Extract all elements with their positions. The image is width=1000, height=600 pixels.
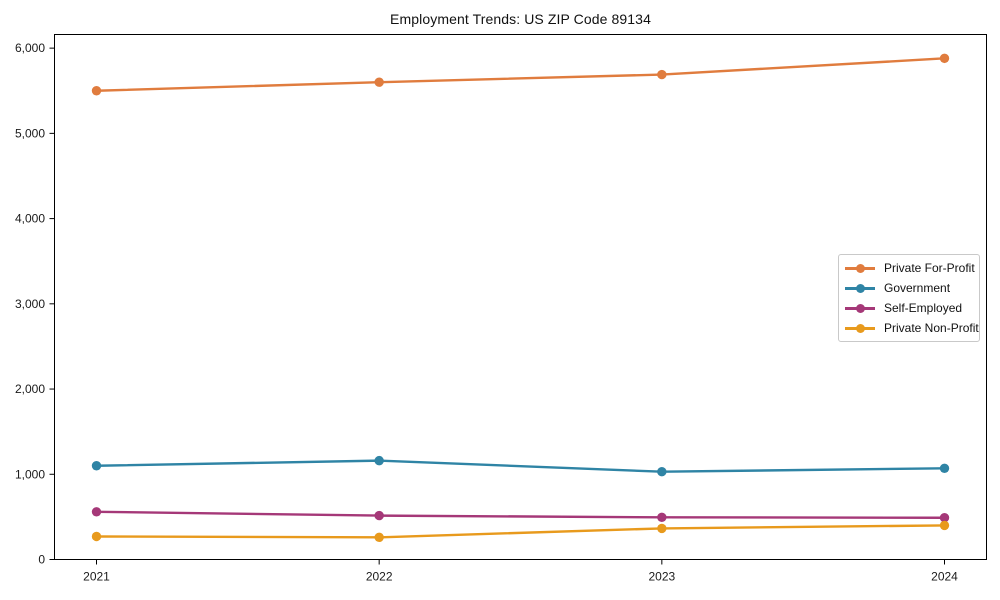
x-tick-label: 2021 xyxy=(83,570,110,584)
series-line-government xyxy=(95,459,946,473)
series-line-private-non-profit xyxy=(95,524,946,539)
y-tick-label: 1,000 xyxy=(15,467,45,481)
chart-title: Employment Trends: US ZIP Code 89134 xyxy=(390,11,651,27)
legend-dot-icon xyxy=(855,303,865,313)
legend: Private For-Profit Government Self-Emplo… xyxy=(838,254,980,342)
y-tick-label: 3,000 xyxy=(15,297,45,311)
data-point-private-non-profit-2021 xyxy=(91,531,102,542)
y-tick-label: 6,000 xyxy=(15,41,45,55)
legend-dot-icon xyxy=(855,323,865,333)
data-point-private-for-profit-2022 xyxy=(374,77,384,87)
data-point-private-for-profit-2024 xyxy=(939,53,950,64)
legend-label: Self-Employed xyxy=(884,301,963,315)
legend-item-private-for-profit: Private For-Profit xyxy=(845,258,975,278)
data-point-government-2022 xyxy=(374,455,384,466)
legend-item-government: Government xyxy=(845,278,973,298)
x-tick-label: 2024 xyxy=(931,570,958,584)
data-point-private-non-profit-2024 xyxy=(939,520,950,531)
data-point-government-2021 xyxy=(91,461,102,471)
series-line-self-employed xyxy=(95,510,946,519)
data-point-self-employed-2023 xyxy=(657,512,667,523)
legend-dot-icon xyxy=(855,263,865,273)
line-marker-icon xyxy=(845,322,875,334)
data-point-private-non-profit-2022 xyxy=(374,532,384,543)
x-tick-label: 2023 xyxy=(648,570,675,584)
line-marker-icon xyxy=(845,302,875,314)
x-tick-label: 2022 xyxy=(366,570,393,584)
legend-dot-icon xyxy=(855,283,865,293)
data-point-government-2024 xyxy=(939,463,950,474)
y-tick-label: 4,000 xyxy=(15,212,45,226)
series-line-private-for-profit xyxy=(95,57,946,92)
y-tick-label: 5,000 xyxy=(15,126,45,140)
data-point-government-2023 xyxy=(657,467,667,477)
legend-label: Private For-Profit xyxy=(884,261,975,275)
y-tick-label: 0 xyxy=(38,553,45,567)
data-point-self-employed-2021 xyxy=(91,507,102,517)
line-marker-icon xyxy=(845,262,875,274)
legend-label: Private Non-Profit xyxy=(884,321,979,335)
axes-spines xyxy=(54,34,987,560)
data-point-self-employed-2022 xyxy=(374,510,384,521)
data-point-self-employed-2024 xyxy=(939,513,950,523)
data-point-private-for-profit-2021 xyxy=(91,86,102,96)
data-point-private-non-profit-2023 xyxy=(657,523,667,534)
legend-label: Government xyxy=(884,281,951,295)
legend-item-self-employed: Self-Employed xyxy=(845,298,973,318)
y-tick-label: 2,000 xyxy=(15,382,45,396)
line-marker-icon xyxy=(845,282,875,294)
legend-item-private-non-profit: Private Non-Profit xyxy=(845,318,979,338)
data-point-private-for-profit-2023 xyxy=(657,69,667,80)
